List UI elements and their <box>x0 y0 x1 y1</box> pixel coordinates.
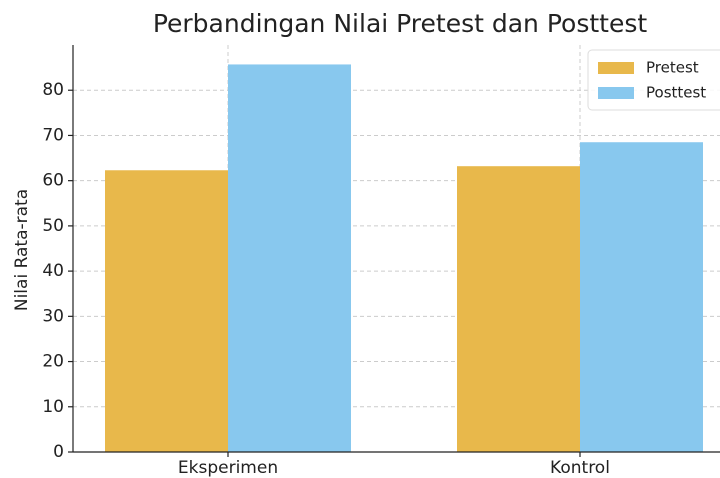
y-tick-label: 30 <box>42 306 64 326</box>
bar <box>457 166 580 452</box>
y-tick-label: 40 <box>42 261 64 281</box>
bar <box>228 64 351 452</box>
y-tick-label: 0 <box>53 442 64 462</box>
legend-label: Posttest <box>646 84 706 102</box>
legend-label: Pretest <box>646 59 699 77</box>
y-tick-label: 10 <box>42 397 64 417</box>
x-tick-label: Eksperimen <box>178 458 278 478</box>
legend-swatch <box>598 62 634 74</box>
x-tick-label: Kontrol <box>550 458 610 478</box>
y-tick-label: 20 <box>42 352 64 372</box>
chart-title: Perbandingan Nilai Pretest dan Posttest <box>153 9 648 38</box>
y-axis-label: Nilai Rata-rata <box>12 189 32 311</box>
y-tick-label: 70 <box>42 125 64 145</box>
y-tick-label: 80 <box>42 80 64 100</box>
bar <box>580 142 703 452</box>
y-tick-label: 50 <box>42 216 64 236</box>
legend: Pretest Posttest <box>587 49 720 111</box>
bar <box>105 170 228 452</box>
y-tick-label: 60 <box>42 171 64 191</box>
legend-swatch <box>598 87 634 99</box>
